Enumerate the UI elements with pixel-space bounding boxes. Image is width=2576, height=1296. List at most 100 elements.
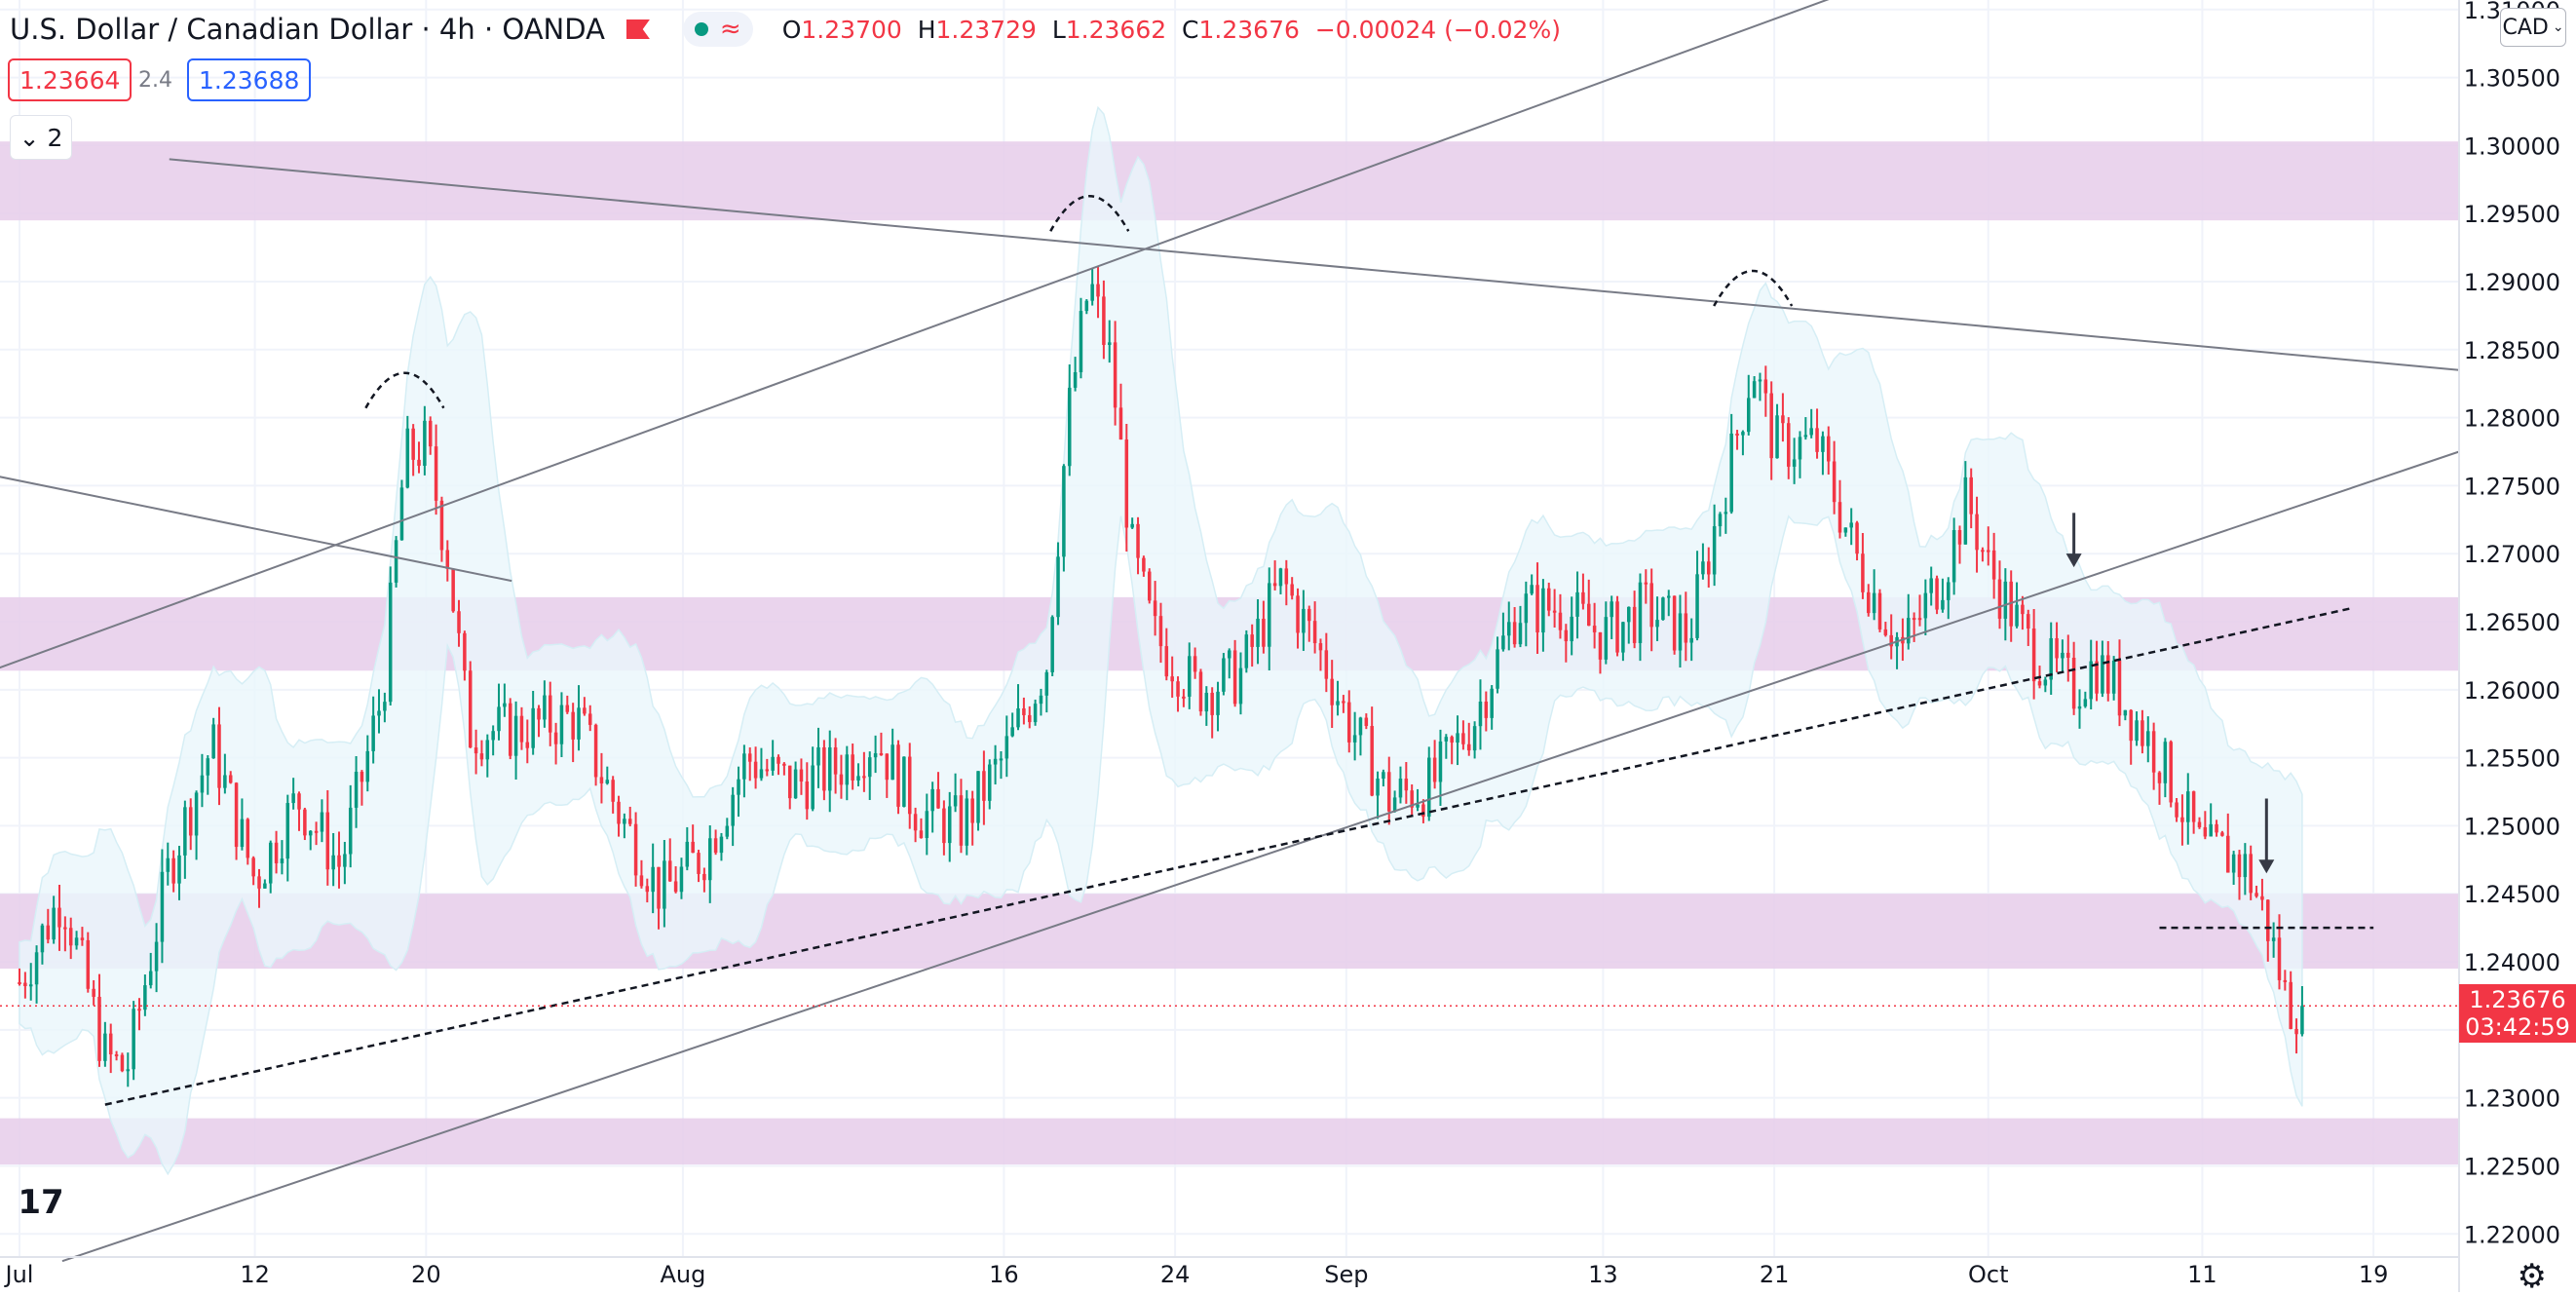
candle-down[interactable] [1118, 383, 1123, 440]
trendline[interactable] [0, 472, 512, 583]
candle-up[interactable] [999, 750, 1004, 780]
candle-up[interactable] [742, 744, 746, 798]
candle-up[interactable] [211, 717, 215, 759]
candle-down[interactable] [1318, 638, 1323, 671]
candle-down[interactable] [913, 807, 918, 843]
candle-down[interactable] [411, 424, 415, 476]
candle-down[interactable] [1262, 600, 1266, 654]
candle-up[interactable] [1541, 579, 1545, 652]
candle-down[interactable] [753, 746, 758, 789]
candle-up[interactable] [177, 846, 181, 900]
candle-down[interactable] [799, 758, 804, 795]
candle-down[interactable] [360, 770, 364, 806]
trendline[interactable] [169, 158, 2460, 371]
candle-up[interactable] [1809, 408, 1813, 438]
candle-down[interactable] [982, 750, 986, 825]
candle-up[interactable] [1712, 504, 1717, 587]
candle-down[interactable] [2215, 820, 2218, 837]
candle-down[interactable] [639, 859, 644, 889]
candle-down[interactable] [1592, 602, 1597, 649]
candle-down[interactable] [673, 865, 678, 894]
candle-down[interactable] [537, 705, 541, 738]
candle-up[interactable] [1238, 652, 1243, 715]
candle-up[interactable] [1187, 642, 1192, 709]
candle-up[interactable] [1227, 648, 1231, 679]
candle-down[interactable] [1124, 424, 1129, 553]
candle-down[interactable] [108, 1023, 113, 1074]
candle-down[interactable] [571, 703, 575, 763]
gear-icon[interactable]: ⚙ [2517, 1257, 2547, 1296]
candle-down[interactable] [633, 812, 638, 887]
candle-down[interactable] [1296, 588, 1300, 649]
candle-up[interactable] [1050, 615, 1054, 677]
candle-down[interactable] [1370, 706, 1374, 797]
candle-down[interactable] [18, 968, 21, 986]
candle-up[interactable] [1638, 573, 1643, 662]
candle-up[interactable] [707, 825, 712, 903]
candle-up[interactable] [52, 896, 56, 944]
top-arc-annotation[interactable] [1713, 269, 1794, 307]
candle-down[interactable] [1404, 762, 1409, 804]
candle-up[interactable] [1398, 766, 1403, 804]
candle-down[interactable] [1912, 612, 1916, 642]
candle-down[interactable] [970, 790, 974, 846]
candle-up[interactable] [513, 701, 518, 780]
candle-up[interactable] [856, 763, 860, 786]
candle-down[interactable] [1346, 690, 1351, 753]
candle-up[interactable] [827, 730, 832, 813]
top-arc-annotation[interactable] [364, 371, 445, 409]
candle-down[interactable] [23, 972, 27, 999]
candle-down[interactable] [702, 867, 706, 893]
candle-up[interactable] [651, 843, 655, 914]
candle-down[interactable] [1587, 579, 1591, 627]
candle-up[interactable] [605, 766, 610, 785]
candle-down[interactable] [879, 732, 884, 756]
candle-down[interactable] [1450, 735, 1454, 765]
candle-down[interactable] [1022, 697, 1026, 725]
candle-down[interactable] [314, 821, 319, 846]
candle-down[interactable] [787, 765, 792, 810]
candle-up[interactable] [28, 963, 33, 1001]
candle-up[interactable] [1222, 653, 1226, 696]
candle-down[interactable] [2249, 845, 2253, 900]
candle-up[interactable] [1478, 679, 1483, 750]
candle-up[interactable] [793, 761, 798, 799]
candle-down[interactable] [2191, 790, 2196, 834]
candle-down[interactable] [217, 706, 221, 806]
candle-down[interactable] [1581, 573, 1585, 610]
candle-up[interactable] [2043, 676, 2048, 693]
candle-down[interactable] [919, 818, 924, 839]
candle-down[interactable] [2055, 622, 2059, 672]
candle-up[interactable] [976, 771, 980, 831]
candle-down[interactable] [2021, 595, 2025, 630]
candle-down[interactable] [2283, 970, 2288, 991]
candle-down[interactable] [1615, 595, 1619, 657]
candle-down[interactable] [1290, 577, 1294, 600]
candle-down[interactable] [839, 754, 844, 799]
candle-up[interactable] [2243, 843, 2248, 896]
candle-up[interactable] [1278, 567, 1283, 594]
candle-up[interactable] [1741, 430, 1745, 456]
candle-down[interactable] [171, 850, 175, 893]
candle-down[interactable] [2260, 878, 2264, 911]
candle-up[interactable] [331, 832, 335, 887]
candle-down[interactable] [1632, 591, 1637, 649]
candle-up[interactable] [1963, 461, 1968, 545]
candle-down[interactable] [587, 705, 592, 732]
candle-down[interactable] [1997, 560, 2002, 629]
candle-down[interactable] [747, 747, 752, 781]
candle-up[interactable] [1923, 579, 1928, 636]
candle-down[interactable] [1284, 559, 1289, 606]
candle-up[interactable] [1033, 699, 1038, 726]
candle-up[interactable] [2231, 851, 2236, 886]
candle-down[interactable] [691, 824, 695, 854]
candle-down[interactable] [1837, 479, 1842, 539]
candle-up[interactable] [1518, 605, 1523, 648]
candle-up[interactable] [2135, 711, 2139, 746]
currency-selector[interactable]: CAD ⌄ [2500, 8, 2566, 47]
candle-down[interactable] [120, 1052, 125, 1073]
candle-down[interactable] [525, 719, 530, 764]
candle-up[interactable] [1216, 681, 1220, 732]
candle-up[interactable] [1752, 376, 1757, 399]
candle-down[interactable] [417, 441, 421, 474]
